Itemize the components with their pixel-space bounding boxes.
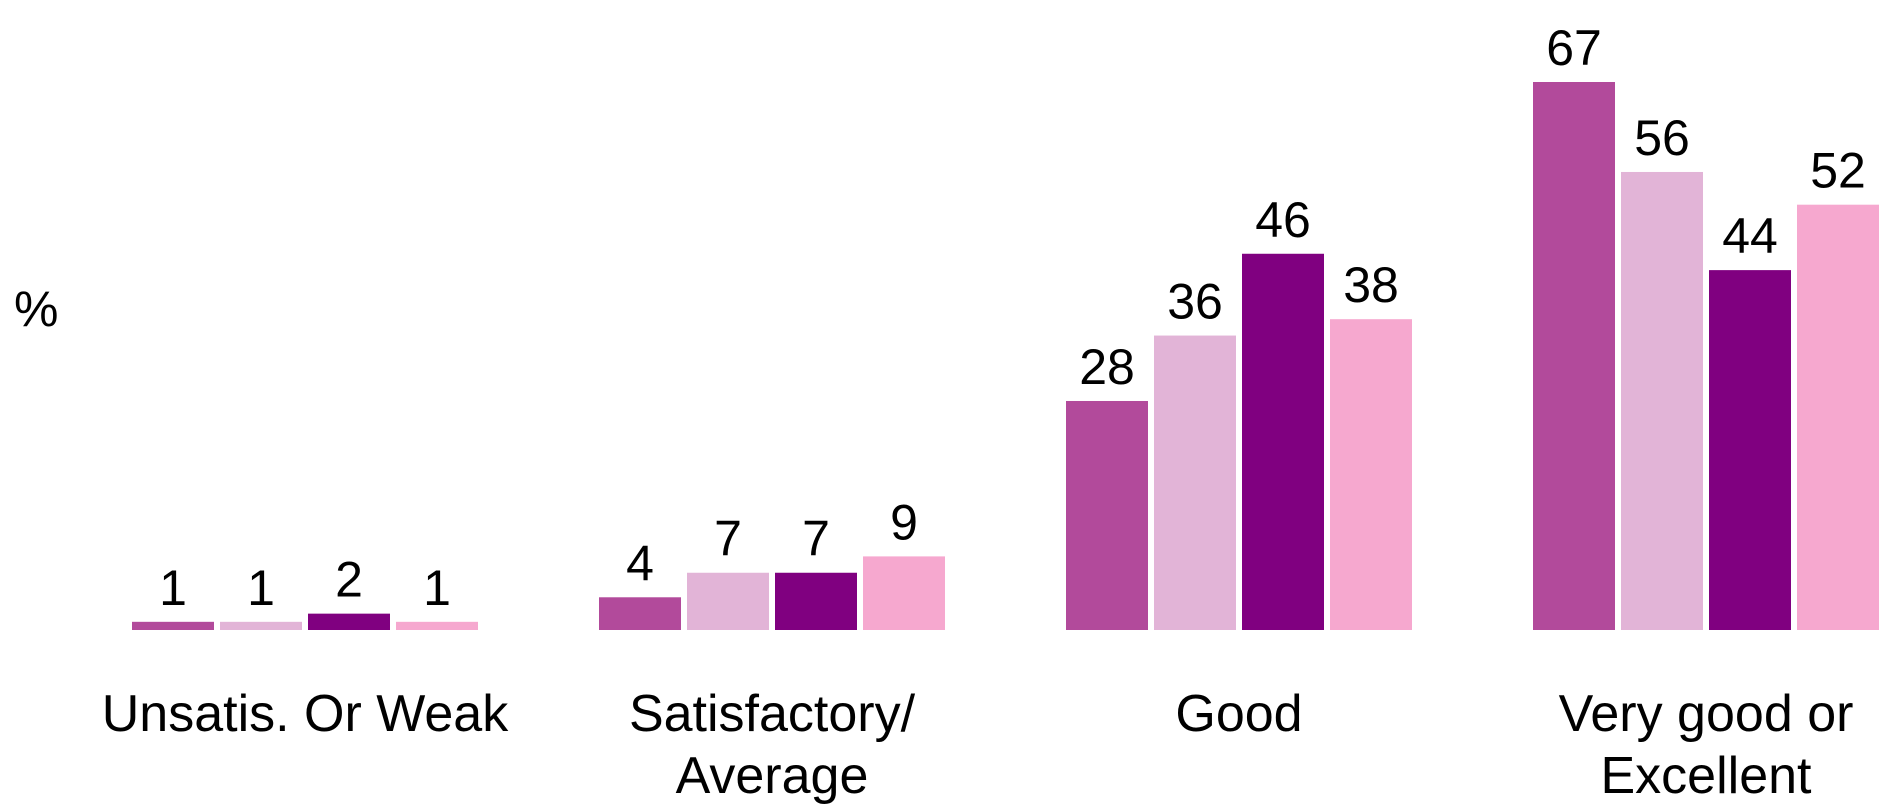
- category-label-line: Satisfactory/: [629, 685, 916, 743]
- value-label-s4-c1: 1: [423, 560, 451, 616]
- y-axis-label: %: [14, 281, 58, 337]
- bar-s1-c3: [1066, 400, 1148, 630]
- value-label-s1-c4: 67: [1546, 20, 1602, 76]
- value-label-s1-c2: 4: [626, 535, 654, 591]
- category-label-line: Average: [676, 747, 869, 805]
- bar-s2-c2: [687, 572, 769, 630]
- category-label-line: Very good or: [1559, 685, 1854, 743]
- category-label-1: Unsatis. Or Weak: [102, 685, 509, 743]
- value-label-s2-c4: 56: [1634, 110, 1690, 166]
- value-label-s3-c3: 46: [1255, 192, 1311, 248]
- value-label-s3-c4: 44: [1722, 208, 1778, 264]
- bar-s1-c1: [132, 621, 214, 630]
- category-label-4: Very good or Excellent: [1559, 685, 1854, 805]
- value-label-s3-c2: 7: [802, 511, 830, 567]
- value-label-s1-c1: 1: [159, 560, 187, 616]
- value-label-s4-c4: 52: [1810, 143, 1866, 199]
- value-label-s1-c3: 28: [1079, 339, 1135, 395]
- bar-s2-c1: [220, 621, 302, 630]
- bar-s2-c3: [1154, 335, 1236, 630]
- value-label-s4-c2: 9: [890, 494, 918, 550]
- category-label-line: Good: [1175, 685, 1302, 743]
- bar-s3-c2: [775, 572, 857, 630]
- value-label-s3-c1: 2: [335, 552, 363, 608]
- bar-s4-c4: [1797, 204, 1879, 630]
- category-label-line: Unsatis. Or Weak: [102, 685, 509, 743]
- bar-s3-c1: [308, 613, 390, 630]
- bar-s1-c4: [1533, 82, 1615, 630]
- bar-s4-c1: [396, 621, 478, 630]
- value-labels-layer: 1 4 28 67 1 7 36 56 2 7 46 44 1 9 38 52: [159, 20, 1866, 616]
- bar-s2-c4: [1621, 171, 1703, 630]
- bar-s4-c3: [1330, 319, 1412, 630]
- bars-layer: [132, 82, 1879, 630]
- bar-s1-c2: [599, 597, 681, 630]
- bar-s4-c2: [863, 556, 945, 630]
- category-label-line: Excellent: [1601, 747, 1813, 805]
- bar-s3-c3: [1242, 253, 1324, 630]
- category-labels-layer: Unsatis. Or Weak Satisfactory/Average Good…: [102, 685, 1854, 805]
- value-label-s2-c3: 36: [1167, 274, 1223, 330]
- value-label-s4-c3: 38: [1343, 257, 1399, 313]
- value-label-s2-c2: 7: [714, 511, 742, 567]
- category-label-2: Satisfactory/Average: [629, 685, 916, 805]
- category-label-3: Good: [1175, 685, 1302, 743]
- value-label-s2-c1: 1: [247, 560, 275, 616]
- bar-s3-c4: [1709, 270, 1791, 630]
